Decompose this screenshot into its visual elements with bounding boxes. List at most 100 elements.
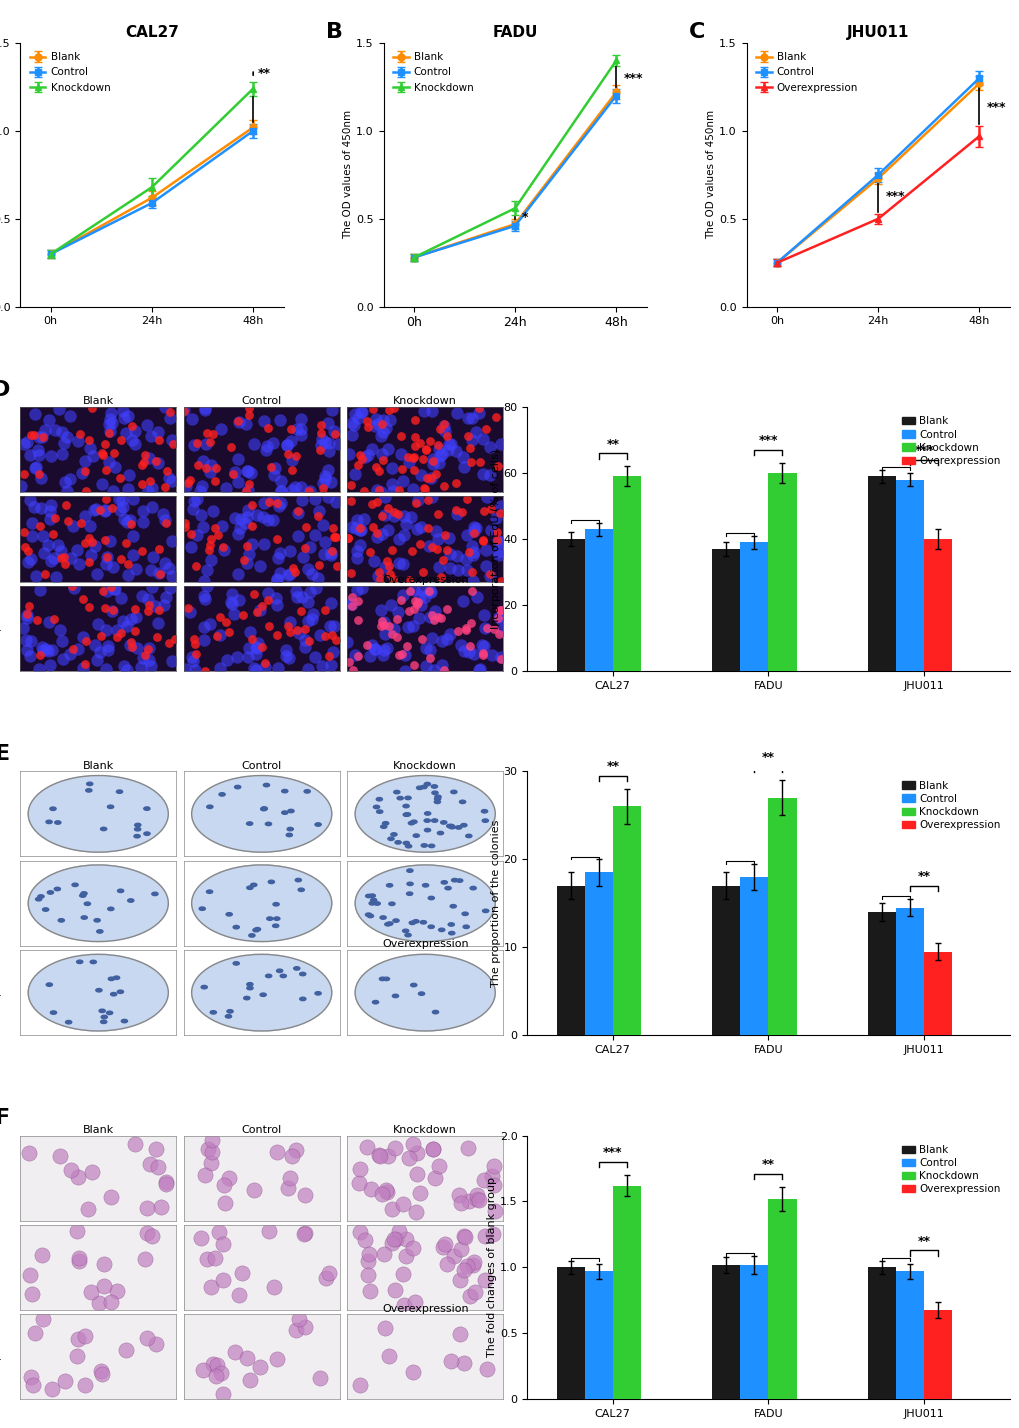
Circle shape (280, 974, 286, 978)
Point (40, 640, 56, 663)
Text: D: D (0, 380, 10, 400)
Point (31, 426, 47, 448)
Point (156, 593, 172, 615)
Circle shape (225, 1015, 231, 1018)
Point (69, 538, 86, 561)
Point (65, 514, 82, 537)
Circle shape (450, 790, 457, 794)
Circle shape (428, 897, 434, 900)
Circle shape (411, 984, 417, 987)
Point (76, 460, 93, 483)
Point (203, 548, 219, 571)
Point (140, 480, 156, 503)
Circle shape (431, 791, 438, 794)
Point (100, 634, 116, 657)
Point (47, 507, 63, 530)
Point (492, 598, 508, 621)
Point (465, 1254, 481, 1277)
Point (122, 631, 139, 654)
Bar (711, 548, 740, 671)
Point (323, 540, 339, 563)
Point (63, 547, 79, 570)
Point (204, 1141, 220, 1164)
Point (405, 1361, 421, 1384)
Point (183, 536, 200, 558)
Circle shape (113, 977, 119, 980)
Circle shape (58, 918, 64, 922)
Point (320, 440, 336, 463)
Point (455, 1259, 472, 1282)
Point (148, 450, 164, 473)
Circle shape (79, 894, 86, 897)
Circle shape (247, 885, 253, 890)
Point (448, 544, 465, 567)
Point (137, 1248, 153, 1271)
Point (452, 1191, 469, 1214)
Point (279, 564, 296, 587)
Point (123, 416, 140, 438)
Point (209, 624, 225, 647)
Point (286, 476, 303, 498)
Circle shape (372, 1001, 378, 1004)
Point (380, 554, 396, 577)
Point (69, 430, 86, 453)
Point (202, 461, 218, 484)
Point (479, 1358, 495, 1381)
Point (465, 516, 481, 538)
Point (203, 1151, 219, 1174)
Point (422, 580, 438, 603)
Point (256, 491, 272, 514)
Point (57, 493, 73, 516)
Point (164, 433, 180, 456)
Point (375, 614, 391, 637)
Circle shape (38, 895, 44, 898)
Circle shape (355, 954, 495, 1031)
Point (25, 424, 42, 447)
Point (327, 526, 343, 548)
Point (289, 501, 306, 524)
Circle shape (116, 790, 122, 794)
Point (344, 658, 361, 681)
Point (232, 517, 249, 540)
Point (205, 1352, 221, 1375)
Point (28, 564, 44, 587)
Point (148, 1332, 164, 1355)
Circle shape (379, 977, 385, 981)
Point (492, 433, 508, 456)
Point (120, 406, 137, 428)
Point (215, 1268, 231, 1291)
Circle shape (247, 982, 253, 985)
Point (487, 507, 503, 530)
Point (43, 444, 59, 467)
Point (465, 1251, 481, 1274)
Point (373, 443, 389, 466)
Point (259, 436, 275, 458)
Text: B: B (325, 21, 342, 41)
Point (356, 480, 372, 503)
Point (125, 544, 142, 567)
Point (280, 647, 297, 670)
Point (64, 575, 81, 598)
Point (65, 577, 82, 600)
Point (340, 591, 357, 614)
Point (397, 1245, 414, 1268)
Circle shape (247, 823, 253, 825)
Point (258, 438, 274, 461)
Circle shape (46, 982, 52, 987)
Point (376, 1317, 392, 1339)
Point (288, 1138, 305, 1161)
Point (372, 424, 388, 447)
Point (53, 540, 69, 563)
Point (316, 431, 332, 454)
Circle shape (470, 887, 476, 890)
Point (41, 611, 57, 634)
Circle shape (265, 823, 271, 825)
Circle shape (382, 821, 388, 825)
Point (69, 638, 86, 661)
Legend: Blank, Control, Knockdown, Overexpression: Blank, Control, Knockdown, Overexpressio… (898, 777, 1004, 834)
Point (72, 511, 89, 534)
Point (106, 577, 122, 600)
Point (425, 608, 441, 631)
Point (408, 1162, 424, 1185)
Point (115, 496, 131, 518)
